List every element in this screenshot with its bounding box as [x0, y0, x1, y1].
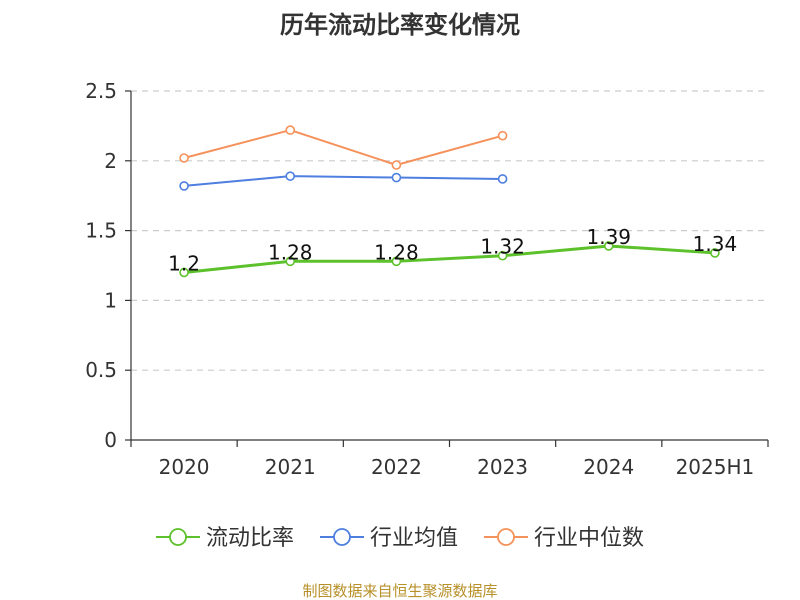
legend-item-2[interactable]: 行业中位数 [484, 526, 644, 551]
legend-item-1[interactable]: 行业均值 [320, 526, 458, 551]
y-tick-label-4: 2 [104, 149, 117, 173]
series-0-point-2[interactable] [391, 256, 402, 267]
series-1-point-0[interactable] [179, 181, 189, 191]
grid-lines [131, 90, 768, 371]
legend-item-0[interactable]: 流动比率 [156, 526, 294, 551]
series-0-point-1[interactable] [285, 256, 296, 267]
legend-label-0: 流动比率 [206, 526, 294, 551]
series-0-point-5[interactable] [710, 248, 720, 258]
series-2-point-3[interactable] [497, 130, 508, 141]
x-tick-label-4: 2024 [583, 455, 634, 479]
series-0-point-3[interactable] [497, 250, 508, 261]
series-lines [179, 125, 720, 278]
y-tick-label-2: 1 [104, 288, 117, 312]
series-1-point-3[interactable] [497, 174, 508, 184]
x-tick-label-3: 2023 [477, 455, 528, 479]
x-tick-label-1: 2021 [265, 455, 316, 479]
axes: 0 0.5 1 1.5 2 2.5 2020 2021 2022 2023 2024 2025H1 [85, 79, 769, 479]
y-tick-label-0: 0 [104, 428, 117, 452]
series-1-point-1[interactable] [285, 171, 296, 181]
y-tick-label-5: 2.5 [85, 79, 117, 103]
y-tick-label-1: 0.5 [85, 358, 117, 382]
x-tick-label-2: 2022 [371, 455, 422, 479]
data-labels: 1.2 1.28 1.28 1.32 1.39 1.34 [168, 225, 737, 276]
x-tick-label-0: 2020 [159, 455, 210, 479]
series-0-data-label-4: 1.39 [586, 225, 631, 249]
x-tick-label-5: 2025H1 [676, 455, 755, 479]
legend-marker-0 [169, 528, 187, 546]
series-0-data-label-1: 1.28 [268, 240, 313, 264]
series-2-point-0[interactable] [179, 153, 189, 163]
series-0-point-4[interactable] [603, 241, 614, 251]
y-tick-label-3: 1.5 [85, 219, 117, 243]
legend-label-2: 行业中位数 [534, 526, 644, 551]
series-0-data-label-5: 1.34 [693, 232, 738, 256]
source-note: 制图数据来自恒生聚源数据库 [302, 582, 497, 600]
series-1-point-2[interactable] [391, 172, 402, 183]
series-line-2 [183, 129, 503, 166]
legend-marker-1 [333, 528, 351, 546]
series-line-0 [183, 244, 716, 274]
chart-title: 历年流动比率变化情况 [280, 11, 520, 39]
series-0-data-label-0: 1.2 [168, 251, 200, 275]
legend-marker-2 [497, 528, 515, 546]
series-0-data-label-2: 1.28 [374, 240, 419, 264]
legend[interactable]: 流动比率 行业均值 行业中位数 [156, 526, 644, 551]
series-2-point-2[interactable] [391, 160, 402, 170]
legend-label-1: 行业均值 [370, 526, 458, 551]
series-0-data-label-3: 1.32 [480, 235, 525, 259]
series-0-point-0[interactable] [179, 267, 189, 278]
series-line-1 [183, 175, 503, 187]
series-2-point-1[interactable] [285, 125, 296, 135]
